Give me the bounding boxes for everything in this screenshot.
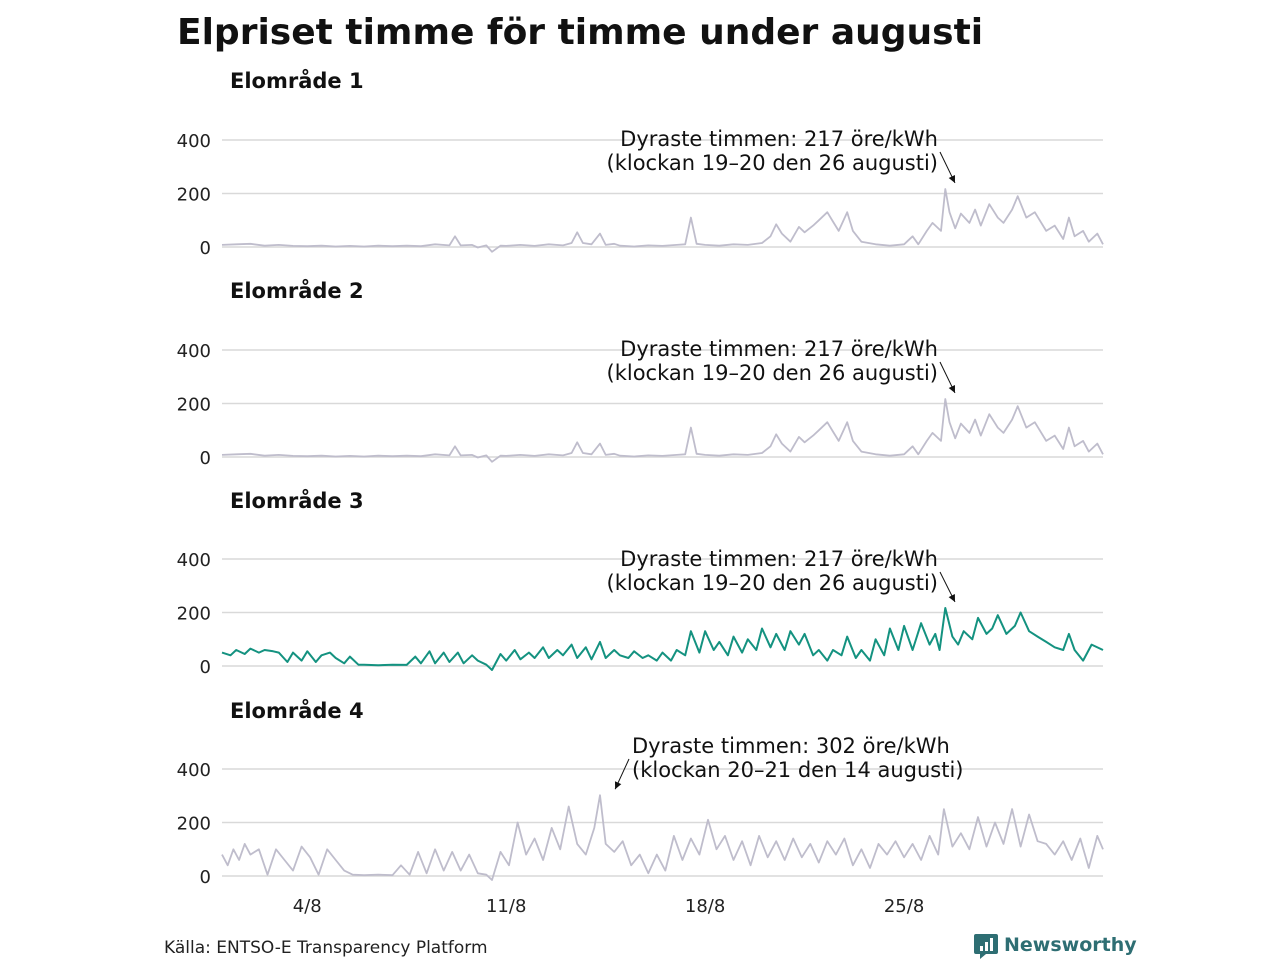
series-line	[221, 607, 1104, 671]
annotation: Dyraste timmen: 217 öre/kWh (klockan 19–…	[607, 337, 956, 394]
y-tick-label: 400	[177, 341, 211, 362]
annotation-line-1: Dyraste timmen: 217 öre/kWh	[620, 547, 938, 571]
y-tick-label: 400	[177, 131, 211, 152]
y-tick-label: 200	[177, 185, 211, 206]
y-tick-label: 200	[177, 604, 211, 625]
annotation: Dyraste timmen: 217 öre/kWh (klockan 19–…	[607, 547, 956, 603]
panel-title: Elområde 1	[230, 68, 364, 93]
panel-title: Elområde 2	[230, 278, 364, 303]
newsworthy-logo[interactable]: Newsworthy	[974, 934, 1137, 959]
gridlines	[222, 558, 1103, 667]
y-ticks: 0 200 400	[177, 341, 211, 469]
bar-chart-icon	[974, 934, 998, 959]
annotation: Dyraste timmen: 217 öre/kWh (klockan 19–…	[607, 127, 956, 184]
x-tick-label: 11/8	[486, 896, 526, 917]
panel-elomrade-1: Elområde 1 0 200 400 Dyraste timmen: 217 ö…	[177, 68, 1104, 259]
annotation-line-2: (klockan 20–21 den 14 augusti)	[632, 758, 964, 782]
series-line	[221, 398, 1104, 463]
panel-title: Elområde 4	[230, 698, 364, 723]
y-tick-label: 400	[177, 760, 211, 781]
x-tick-label: 18/8	[685, 896, 725, 917]
x-tick-label: 25/8	[884, 896, 924, 917]
y-ticks: 0 200 400	[177, 760, 211, 888]
y-ticks: 0 200 400	[177, 550, 211, 678]
series-line	[221, 188, 1104, 253]
price-line	[221, 398, 1104, 463]
annotation-line-2: (klockan 19–20 den 26 augusti)	[607, 151, 939, 175]
annotation-line-2: (klockan 19–20 den 26 augusti)	[607, 571, 939, 595]
annotation-line-1: Dyraste timmen: 217 öre/kWh	[620, 127, 938, 151]
price-line	[221, 188, 1104, 253]
panel-elomrade-2: Elområde 2 0 200 400 Dyraste timmen: 217 ö…	[177, 278, 1104, 469]
panel-title: Elområde 3	[230, 488, 364, 513]
annotation-line-1: Dyraste timmen: 217 öre/kWh	[620, 337, 938, 361]
series-line	[221, 794, 1104, 881]
source-note: Källa: ENTSO-E Transparency Platform	[164, 938, 488, 958]
brand-name: Newsworthy	[1004, 934, 1137, 956]
y-tick-label: 0	[200, 448, 211, 469]
page-title: Elpriset timme för timme under augusti	[177, 12, 983, 53]
arrowhead	[614, 781, 622, 790]
gridlines	[222, 768, 1103, 877]
x-axis-labels: 4/8 11/8 18/8 25/8	[293, 896, 925, 917]
y-tick-label: 200	[177, 395, 211, 416]
panel-elomrade-4: Elområde 4 0 200 400 Dyraste timmen: 302 ö…	[177, 698, 1104, 888]
y-tick-label: 400	[177, 550, 211, 571]
price-line	[221, 607, 1104, 671]
y-tick-label: 0	[200, 867, 211, 888]
annotation-line-2: (klockan 19–20 den 26 augusti)	[607, 361, 939, 385]
arrowhead	[948, 593, 955, 602]
y-tick-label: 0	[200, 238, 211, 259]
arrowhead	[948, 384, 955, 393]
annotation: Dyraste timmen: 302 öre/kWh (klockan 20–…	[614, 734, 964, 790]
y-tick-label: 200	[177, 814, 211, 835]
panel-elomrade-3: Elområde 3 0 200 400 Dyraste timmen: 217 ö…	[177, 488, 1104, 678]
price-line	[221, 794, 1104, 881]
annotation-line-1: Dyraste timmen: 302 öre/kWh	[632, 734, 950, 758]
x-tick-label: 4/8	[293, 896, 322, 917]
y-ticks: 0 200 400	[177, 131, 211, 259]
arrowhead	[948, 174, 955, 183]
y-tick-label: 0	[200, 657, 211, 678]
